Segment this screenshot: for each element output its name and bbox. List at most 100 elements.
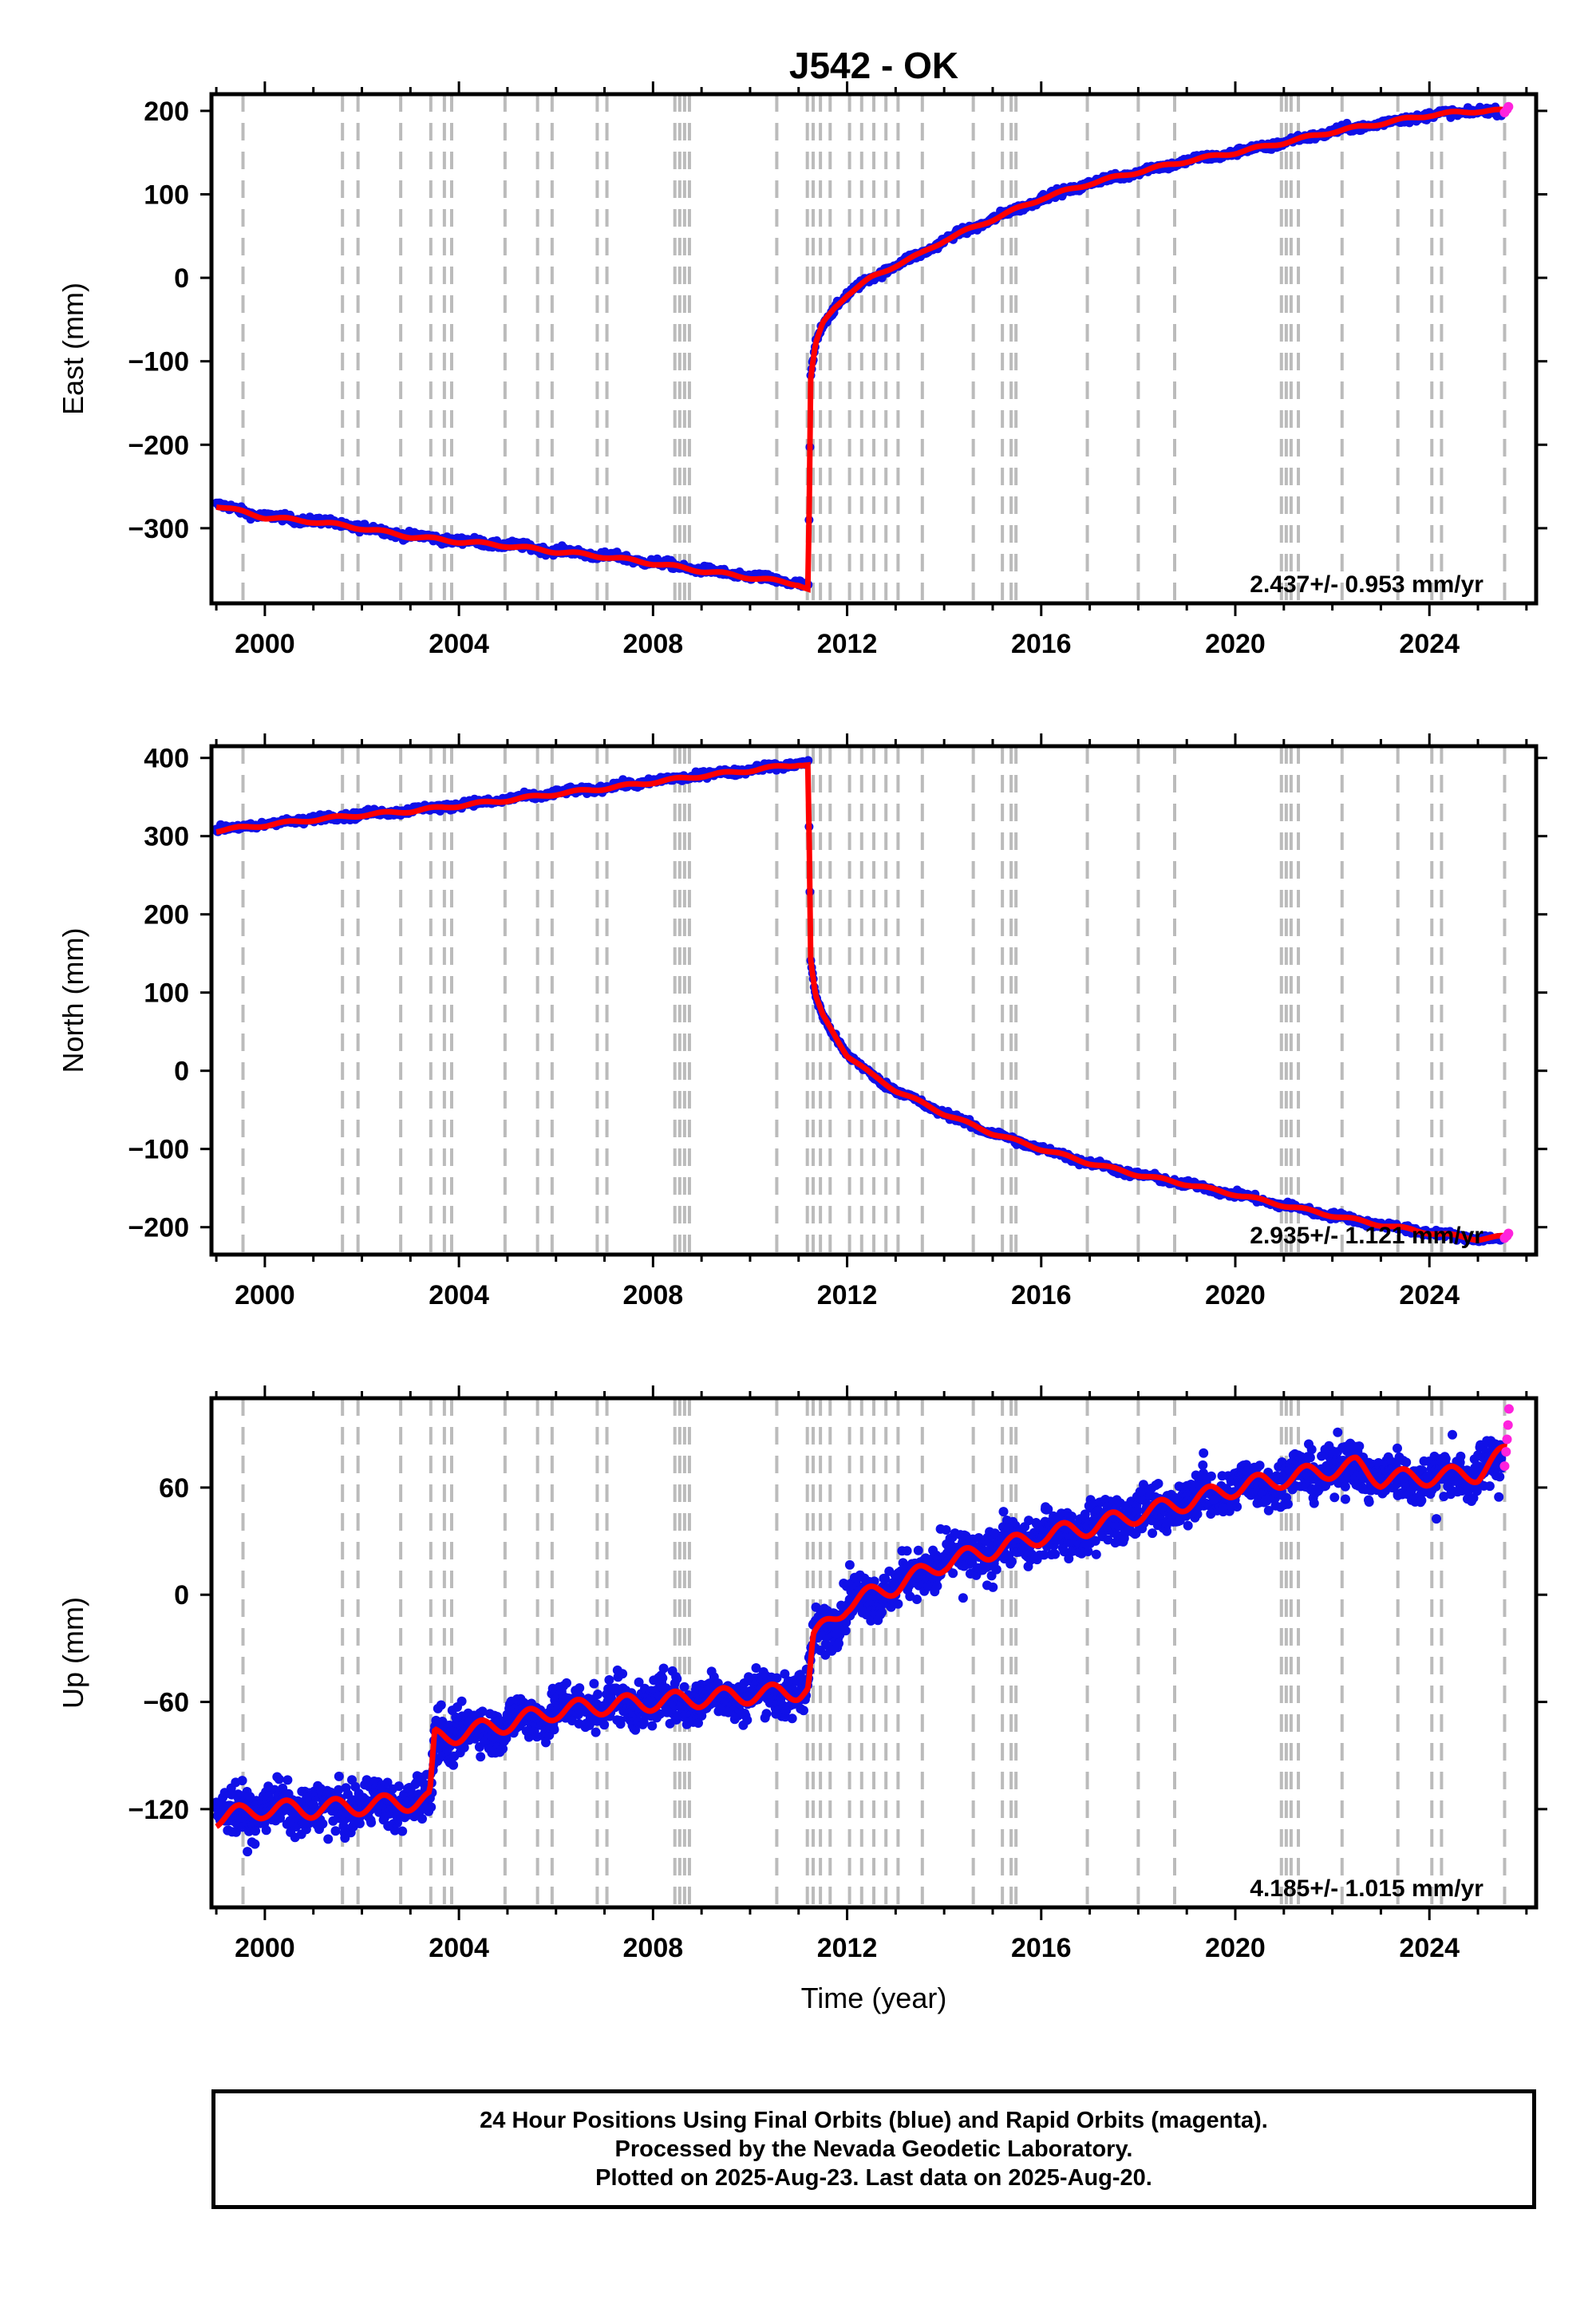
plot-frame: [209, 92, 1539, 606]
data-point: [679, 1682, 689, 1692]
data-point: [382, 1777, 393, 1788]
data-point: [274, 1774, 284, 1784]
data-point: [912, 1595, 922, 1604]
x-tick-label: 2004: [429, 629, 489, 659]
y-axis-title: East (mm): [57, 283, 89, 415]
y-tick-label: 200: [144, 97, 189, 127]
data-point: [366, 1817, 377, 1828]
data-point: [948, 1568, 958, 1579]
data-point: [780, 1669, 790, 1679]
data-point: [658, 1663, 669, 1674]
x-tick-label: 2000: [235, 1280, 295, 1310]
data-point: [334, 1771, 344, 1781]
data-point: [354, 1818, 365, 1828]
data-point: [751, 1663, 761, 1673]
y-tick-label: 100: [144, 180, 189, 211]
y-tick-label: 0: [174, 1057, 189, 1087]
data-point: [261, 1825, 271, 1836]
data-point: [998, 1507, 1009, 1517]
data-point: [334, 1784, 344, 1795]
rate-annotation: 2.935+/- 1.121 mm/yr: [1250, 1223, 1483, 1249]
data-point: [591, 1727, 601, 1737]
plot-frame: [209, 744, 1539, 1257]
data-point: [243, 1847, 253, 1857]
event-lines: [241, 746, 1507, 1255]
data-point: [501, 1733, 512, 1744]
final-orbit-points: [211, 756, 1507, 1247]
final-orbit-points: [211, 102, 1507, 591]
y-tick-label: −100: [128, 347, 189, 377]
data-point: [250, 1839, 260, 1849]
x-tick-label: 2024: [1399, 629, 1460, 659]
east-panel: 200 100 0 −100 −200 −300 2000 2004 2008 2012 2016 2…: [57, 81, 1547, 659]
model-line: [215, 106, 1508, 593]
data-point: [456, 1696, 467, 1706]
data-point: [932, 1581, 942, 1591]
data-point: [251, 1826, 261, 1836]
data-point: [840, 1626, 851, 1636]
data-point: [1007, 1556, 1017, 1567]
data-point: [549, 1725, 559, 1735]
data-point: [658, 1673, 668, 1683]
data-point: [647, 1721, 658, 1731]
data-point: [393, 1781, 404, 1792]
data-point: [742, 1715, 753, 1725]
data-point: [834, 1638, 843, 1649]
data-point: [672, 1674, 682, 1684]
data-point: [693, 1718, 703, 1728]
rapid-data-point: [1503, 101, 1514, 112]
rate-annotation: 2.437+/- 0.953 mm/yr: [1250, 571, 1483, 598]
data-point: [893, 1599, 903, 1609]
event-lines: [241, 94, 1507, 603]
rapid-data-point: [1503, 1228, 1514, 1239]
data-point: [330, 1826, 341, 1836]
data-point: [604, 1675, 614, 1685]
data-point: [913, 1545, 923, 1555]
data-point: [799, 1705, 808, 1716]
x-tick-label: 2024: [1399, 1280, 1460, 1310]
data-point: [417, 1814, 427, 1824]
data-point: [630, 1725, 641, 1735]
data-point: [459, 1742, 469, 1753]
x-tick-label: 2020: [1205, 1280, 1266, 1310]
y-tick-label: −200: [128, 1213, 189, 1243]
x-tick-label: 2000: [235, 629, 295, 659]
rapid-orbit-points: [1499, 101, 1514, 118]
y-tick-label: 300: [144, 822, 189, 852]
data-point: [318, 1819, 328, 1829]
rapid-orbit-points: [1499, 1228, 1514, 1243]
x-tick-label: 2020: [1205, 629, 1266, 659]
data-point: [426, 1802, 437, 1812]
y-tick-label: −200: [128, 430, 189, 460]
data-point: [541, 1737, 551, 1748]
y-tick-label: −300: [128, 514, 189, 544]
y-axis-title: North (mm): [57, 928, 89, 1073]
x-tick-label: 2012: [817, 1280, 878, 1310]
data-point: [902, 1546, 912, 1556]
x-tick-label: 2008: [623, 629, 684, 659]
y-tick-label: 400: [144, 744, 189, 774]
data-point: [448, 1760, 459, 1770]
data-point: [772, 1673, 782, 1683]
x-tick-label: 2012: [817, 629, 878, 659]
data-point: [593, 1690, 603, 1699]
x-tick-label: 2016: [1011, 1280, 1072, 1310]
x-tick-label: 2004: [429, 1280, 489, 1310]
data-point: [498, 1744, 508, 1754]
x-tick-label: 2016: [1011, 629, 1072, 659]
data-point: [877, 1607, 887, 1618]
y-tick-label: −100: [128, 1135, 189, 1165]
y-tick-label: 200: [144, 900, 189, 931]
model-line: [215, 761, 1507, 1243]
data-point: [282, 1775, 293, 1785]
y-tick-label: 0: [174, 263, 189, 294]
final-orbit-points: [211, 1427, 1507, 1857]
data-point: [761, 1709, 772, 1719]
data-point: [634, 1677, 644, 1687]
data-point: [880, 1574, 891, 1584]
y-tick-label: 100: [144, 978, 189, 1009]
data-point: [787, 1713, 797, 1724]
